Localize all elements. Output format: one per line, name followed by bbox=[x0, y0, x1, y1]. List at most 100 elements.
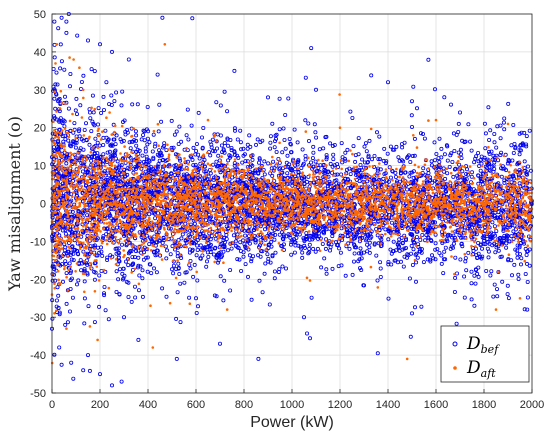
data-point bbox=[239, 147, 244, 152]
data-point bbox=[225, 143, 230, 148]
data-point bbox=[505, 292, 510, 297]
data-point bbox=[277, 167, 282, 172]
data-point bbox=[479, 179, 484, 184]
data-point bbox=[68, 309, 73, 314]
data-point bbox=[232, 163, 237, 168]
data-point bbox=[90, 93, 95, 98]
data-point bbox=[333, 240, 338, 245]
data-point bbox=[272, 269, 277, 274]
data-point bbox=[440, 240, 445, 245]
data-point bbox=[492, 131, 497, 136]
data-point bbox=[306, 221, 311, 226]
data-point bbox=[222, 278, 227, 283]
data-point bbox=[372, 241, 377, 246]
data-point bbox=[391, 239, 396, 244]
data-point bbox=[247, 253, 252, 258]
data-point bbox=[114, 289, 119, 294]
data-point bbox=[194, 148, 199, 153]
data-point bbox=[114, 269, 119, 274]
data-point bbox=[339, 172, 344, 177]
data-point bbox=[61, 139, 66, 144]
data-point bbox=[61, 194, 66, 199]
data-point bbox=[268, 260, 273, 265]
data-point bbox=[133, 129, 138, 134]
data-point bbox=[357, 266, 362, 271]
data-point bbox=[350, 116, 355, 121]
data-point bbox=[219, 143, 224, 148]
data-point bbox=[421, 166, 426, 171]
data-point bbox=[61, 279, 66, 284]
data-point bbox=[419, 250, 424, 255]
data-point bbox=[403, 236, 408, 241]
data-point bbox=[53, 82, 58, 87]
data-point bbox=[433, 247, 438, 252]
data-point bbox=[273, 250, 278, 255]
data-point bbox=[382, 171, 387, 176]
data-point bbox=[54, 298, 59, 303]
data-point bbox=[173, 181, 178, 186]
data-point bbox=[109, 192, 114, 197]
data-point bbox=[462, 295, 467, 300]
data-point bbox=[147, 242, 152, 247]
data-point bbox=[462, 140, 467, 145]
data-point bbox=[358, 162, 363, 167]
data-point bbox=[137, 148, 142, 153]
data-point bbox=[168, 226, 173, 231]
data-point bbox=[394, 144, 399, 149]
data-point bbox=[191, 163, 196, 168]
data-point bbox=[367, 240, 372, 245]
data-point bbox=[201, 236, 206, 241]
data-point bbox=[238, 180, 243, 185]
data-point bbox=[125, 166, 130, 171]
data-point bbox=[409, 226, 414, 231]
data-point bbox=[140, 276, 145, 281]
data-point bbox=[176, 141, 181, 146]
data-point bbox=[198, 256, 203, 261]
data-point bbox=[409, 113, 414, 118]
data-point bbox=[124, 181, 129, 186]
data-point bbox=[136, 288, 141, 293]
data-point bbox=[245, 274, 250, 279]
data-point bbox=[82, 296, 87, 301]
data-point bbox=[109, 143, 114, 148]
data-point bbox=[289, 240, 294, 245]
data-point bbox=[240, 160, 245, 165]
data-point bbox=[75, 282, 80, 287]
data-point bbox=[104, 80, 109, 85]
data-point bbox=[97, 304, 102, 309]
data-point bbox=[218, 170, 223, 175]
data-point bbox=[79, 80, 84, 85]
data-point bbox=[464, 268, 469, 273]
data-point bbox=[307, 237, 312, 242]
data-point bbox=[358, 246, 363, 251]
data-point bbox=[314, 135, 319, 140]
data-point bbox=[339, 263, 344, 268]
data-point bbox=[177, 156, 182, 161]
data-point bbox=[69, 144, 74, 149]
data-point bbox=[456, 129, 461, 134]
data-point bbox=[199, 135, 204, 140]
data-point bbox=[307, 336, 312, 341]
data-point bbox=[209, 145, 214, 150]
data-point bbox=[529, 168, 534, 173]
data-point bbox=[505, 283, 510, 288]
data-point bbox=[145, 255, 150, 260]
data-point bbox=[288, 141, 293, 146]
data-point bbox=[111, 137, 116, 142]
data-point bbox=[292, 127, 297, 132]
data-point bbox=[482, 225, 487, 230]
data-point bbox=[498, 254, 503, 259]
data-point bbox=[218, 103, 223, 108]
data-point bbox=[224, 232, 229, 237]
data-point bbox=[241, 153, 246, 158]
data-point bbox=[70, 158, 75, 163]
data-point bbox=[331, 152, 336, 157]
data-point bbox=[306, 174, 311, 179]
data-point bbox=[165, 222, 170, 227]
data-point bbox=[412, 153, 417, 158]
data-point bbox=[356, 259, 361, 264]
data-point bbox=[391, 249, 396, 254]
data-point bbox=[99, 249, 104, 254]
data-point bbox=[93, 136, 98, 141]
data-point bbox=[439, 253, 444, 258]
